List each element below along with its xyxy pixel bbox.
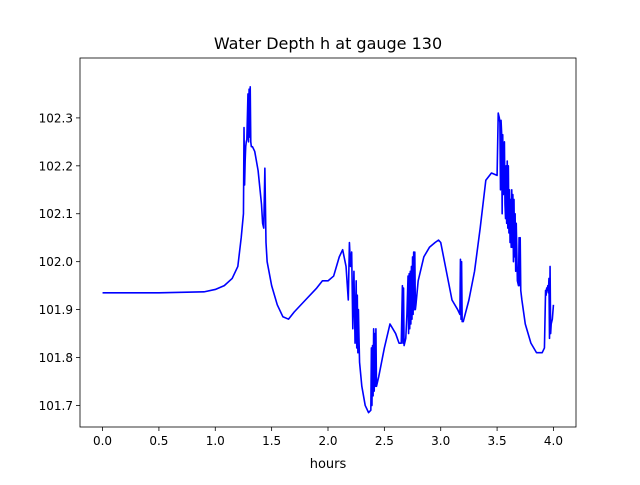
x-tick-label: 4.0: [544, 434, 563, 448]
y-tick-label: 102.1: [39, 207, 73, 221]
plot-layer: [102, 85, 555, 414]
x-tick-label: 2.0: [318, 434, 337, 448]
x-tick-label: 1.0: [206, 434, 225, 448]
series-line-0: [102, 85, 555, 414]
y-tick-label: 102.3: [39, 111, 73, 125]
y-axis: 101.7 101.8 101.9 102.0 102.1 102.2 102.3: [39, 111, 80, 413]
x-tick-label: 0.5: [149, 434, 168, 448]
x-tick-label: 1.5: [262, 434, 281, 448]
x-tick-label: 3.0: [431, 434, 450, 448]
x-tick-label: 3.5: [488, 434, 507, 448]
y-tick-label: 102.2: [39, 159, 73, 173]
y-tick-label: 101.9: [39, 303, 73, 317]
x-tick-label: 2.5: [375, 434, 394, 448]
y-tick-label: 101.8: [39, 351, 73, 365]
x-axis: 0.0 0.5 1.0 1.5 2.0 2.5 3.0 3.5 4.0: [93, 427, 563, 448]
x-tick-label: 0.0: [93, 434, 112, 448]
x-axis-label: hours: [310, 457, 347, 472]
y-tick-label: 102.0: [39, 255, 73, 269]
chart-title: Water Depth h at gauge 130: [214, 34, 442, 53]
y-tick-label: 101.7: [39, 399, 73, 413]
